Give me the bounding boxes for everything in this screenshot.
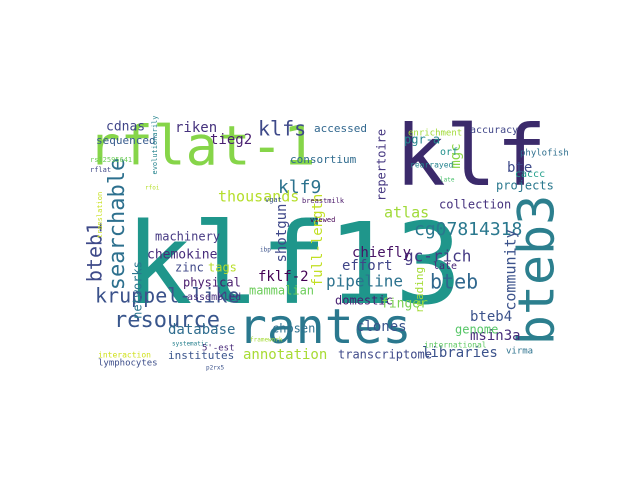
cloud-word: physical — [183, 276, 241, 290]
cloud-word: rantes — [238, 299, 411, 355]
cloud-word: mammalian — [249, 284, 314, 298]
cloud-word: klf13 — [125, 200, 462, 330]
cloud-word: repertoire — [375, 129, 389, 201]
cloud-word: assembled — [187, 292, 241, 303]
cloud-word: sequenced — [96, 134, 156, 147]
cloud-word: riken — [175, 120, 217, 136]
cloud-word: enrichment — [408, 129, 462, 139]
cloud-word: rearrayed — [410, 161, 454, 170]
cloud-word: resource — [114, 308, 220, 333]
cloud-word: transcriptome — [338, 348, 432, 362]
cloud-word: breastmilk — [302, 197, 345, 205]
cloud-word: msin3a — [470, 328, 521, 344]
cloud-word: translation — [96, 192, 104, 238]
cloud-word: interaction — [98, 351, 151, 360]
cloud-word: clones — [356, 319, 407, 335]
cloud-background — [66, 96, 574, 384]
cloud-word: chemokine — [147, 248, 218, 263]
cloud-word: collection — [439, 198, 511, 212]
cloud-word: klfs — [258, 117, 306, 141]
cloud-word: klf9 — [278, 177, 321, 198]
cloud-word: full-length — [310, 194, 326, 287]
cloud-word: zinc — [175, 261, 204, 275]
cloud-word: finger — [381, 297, 428, 312]
cloud-word: rflat — [90, 166, 111, 174]
cloud-word: projects — [496, 179, 554, 193]
cloud-word: pipeline — [326, 272, 403, 291]
cloud-word: bte — [507, 160, 532, 176]
cloud-word: late — [440, 177, 455, 184]
cloud-word: 5'-est — [202, 344, 235, 354]
cloud-word: thousands — [218, 188, 299, 206]
cloud-word: cg07814318 — [414, 219, 522, 240]
cloud-word: bteb4 — [470, 309, 512, 325]
cloud-word: atlas — [384, 204, 429, 222]
cloud-word: pgr-a — [404, 133, 440, 147]
cloud-word: evolutionarily — [151, 115, 159, 174]
cloud-word: framework — [250, 337, 283, 344]
cloud-word: effort — [342, 258, 393, 274]
cloud-word: cdnas — [106, 120, 145, 135]
cloud-word: reading — [413, 267, 426, 313]
cloud-word: gc-rich — [404, 247, 471, 266]
cloud-word: shotgun — [274, 203, 290, 262]
cloud-word: searchable — [105, 158, 130, 290]
cloud-word: tags — [208, 261, 237, 275]
cloud-word: machinery — [155, 230, 220, 244]
cloud-word: phylofish — [520, 149, 569, 159]
cloud-word: mgc — [448, 143, 464, 168]
cloud-word: accuracy — [470, 125, 518, 136]
cloud-word: bteb1 — [83, 222, 107, 282]
cloud-word: consortium — [290, 153, 357, 166]
cloud-word: institutes — [168, 349, 234, 362]
cloud-word: international — [424, 341, 487, 350]
cloud-word: annotation — [243, 347, 327, 363]
cloud-word: genome — [455, 323, 498, 337]
cloud-word: bteb — [430, 270, 478, 294]
cloud-word: vgat — [265, 196, 282, 204]
cloud-word: late — [433, 261, 457, 272]
cloud-word: libraries — [422, 345, 498, 361]
cloud-word: database — [168, 322, 235, 338]
cloud-word: lymphocytes — [98, 359, 158, 369]
cloud-word: accessed — [314, 122, 367, 135]
cloud-word: domestic — [335, 294, 393, 308]
cloud-word: rs12595641 — [90, 156, 132, 164]
cloud-word: virma — [506, 347, 533, 357]
cloud-word: chiefly — [352, 245, 411, 261]
cloud-word: networks — [131, 261, 145, 319]
cloud-word: fklf-2 — [258, 269, 309, 285]
cloud-word: chosen — [272, 322, 315, 336]
cloud-word: community — [502, 229, 520, 310]
cloud-word: ibp — [260, 247, 271, 254]
cloud-word: caccc — [515, 169, 545, 180]
cloud-word: rflat-1 — [88, 115, 316, 178]
cloud-word: bteb3 — [508, 195, 566, 346]
cloud-word: p2rx5 — [206, 365, 224, 372]
cloud-word: systematic — [172, 341, 209, 348]
cloud-word: rfoi — [145, 185, 160, 192]
cloud-word: klf — [395, 107, 547, 205]
cloud-word: viewed — [310, 216, 335, 224]
cloud-word: kruppel-like — [95, 284, 240, 308]
cloud-word: orf — [440, 147, 458, 158]
cloud-word: tieg2 — [210, 132, 252, 148]
